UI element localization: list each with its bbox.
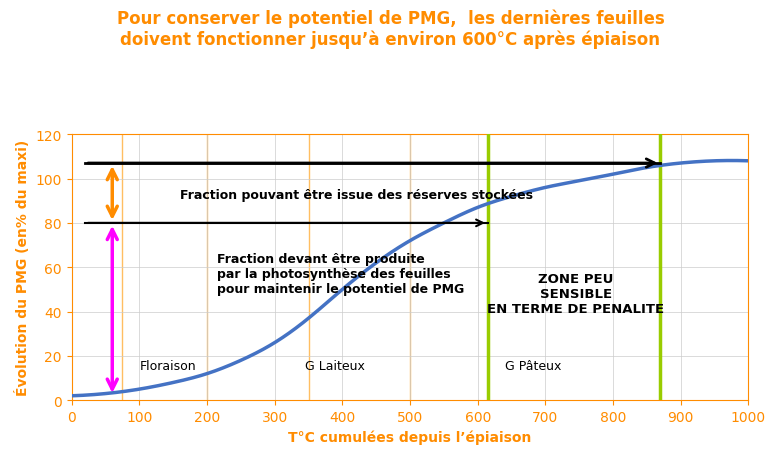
Text: ZONE PEU
SENSIBLE
EN TERME DE PENALITE: ZONE PEU SENSIBLE EN TERME DE PENALITE — [487, 273, 665, 316]
Y-axis label: Évolution du PMG (en% du maxi): Évolution du PMG (en% du maxi) — [15, 140, 30, 396]
Text: Fraction pouvant être issue des réserves stockées: Fraction pouvant être issue des réserves… — [180, 188, 533, 201]
Text: Fraction devant être produite
par la photosynthèse des feuilles
pour maintenir l: Fraction devant être produite par la pho… — [217, 253, 465, 296]
Text: G Laiteux: G Laiteux — [305, 359, 365, 372]
Text: Pour conserver le potentiel de PMG,  les dernières feuilles
doivent fonctionner : Pour conserver le potentiel de PMG, les … — [116, 9, 665, 49]
X-axis label: T°C cumulées depuis l’épiaison: T°C cumulées depuis l’épiaison — [288, 430, 532, 444]
Text: Floraison: Floraison — [139, 359, 196, 372]
Text: G Pâteux: G Pâteux — [505, 359, 562, 372]
